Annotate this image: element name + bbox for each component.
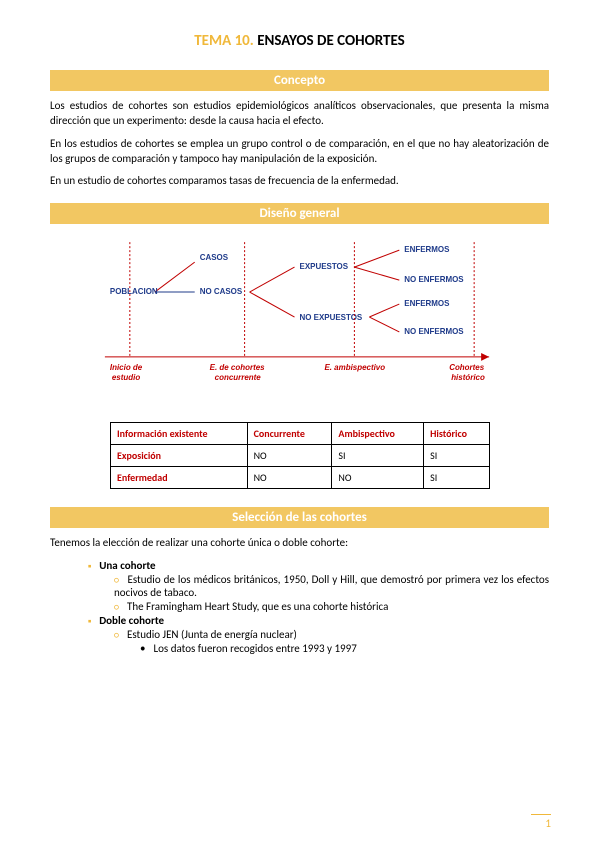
node-enfermos-2: ENFERMOS: [404, 299, 449, 308]
design-table: Información existente Concurrente Ambisp…: [110, 422, 490, 489]
section-heading-concepto: Concepto: [50, 70, 549, 91]
cohort-diagram: POBLACION CASOS NO CASOS EXPUESTOS NO EX…: [50, 232, 549, 412]
seleccion-list: Una cohorte Estudio de los médicos britá…: [70, 559, 549, 655]
timeline-t2-line1: E. de cohortes: [210, 363, 265, 372]
table-row: Enfermedad NO NO SI: [111, 467, 490, 489]
concepto-para-3: En un estudio de cohortes comparamos tas…: [50, 174, 549, 189]
page-title: TEMA 10. ENSAYOS DE COHORTES: [50, 32, 549, 50]
row0-c2: SI: [332, 445, 424, 467]
row1-c3: SI: [424, 467, 490, 489]
timeline-t2-line2: concurrente: [215, 373, 262, 382]
item-doble-sub1-1: Los datos fueron recogidos entre 1993 y …: [140, 642, 549, 655]
node-casos: CASOS: [200, 253, 228, 262]
item-una-sub2: The Framingham Heart Study, que es una c…: [114, 600, 549, 613]
timeline-t1-line2: estudio: [112, 373, 140, 382]
row0-c3: SI: [424, 445, 490, 467]
col-1: Concurrente: [247, 423, 332, 445]
node-enfermos-1: ENFERMOS: [404, 245, 449, 254]
item-una-cohorte: Una cohorte: [88, 559, 549, 572]
item-doble-sub1: Estudio JEN (Junta de energía nuclear): [114, 628, 549, 641]
node-poblacion: POBLACION: [110, 287, 158, 296]
node-nocasos: NO CASOS: [200, 287, 243, 296]
timeline-t4-line1: Cohortes: [449, 363, 485, 372]
concepto-para-2: En los estudios de cohortes se emplea un…: [50, 137, 549, 167]
timeline-t1-line1: Inicio de: [110, 363, 143, 372]
section-heading-seleccion: Selección de las cohortes: [50, 507, 549, 528]
title-main: ENSAYOS DE COHORTES: [254, 32, 405, 50]
row0-label: Exposición: [111, 445, 248, 467]
page-number: 1: [531, 814, 551, 830]
col-2: Ambispectivo: [332, 423, 424, 445]
section-heading-diseno: Diseño general: [50, 203, 549, 224]
col-0: Información existente: [111, 423, 248, 445]
timeline-t3: E. ambispectivo: [324, 363, 385, 372]
row0-c1: NO: [247, 445, 332, 467]
node-noenfermos-1: NO ENFERMOS: [404, 275, 463, 284]
col-3: Histórico: [424, 423, 490, 445]
node-noenfermos-2: NO ENFERMOS: [404, 327, 463, 336]
table-row: Exposición NO SI SI: [111, 445, 490, 467]
concepto-para-1: Los estudios de cohortes son estudios ep…: [50, 99, 549, 129]
row1-label: Enfermedad: [111, 467, 248, 489]
timeline-t4-line2: histórico: [451, 373, 485, 382]
row1-c1: NO: [247, 467, 332, 489]
node-expuestos: EXPUESTOS: [300, 262, 349, 271]
theme-number: TEMA 10.: [194, 32, 254, 50]
item-una-sub1: Estudio de los médicos británicos, 1950,…: [114, 573, 549, 599]
item-doble-cohorte: Doble cohorte: [88, 614, 549, 627]
node-noexpuestos: NO EXPUESTOS: [300, 313, 363, 322]
seleccion-intro: Tenemos la elección de realizar una coho…: [50, 536, 549, 551]
row1-c2: NO: [332, 467, 424, 489]
